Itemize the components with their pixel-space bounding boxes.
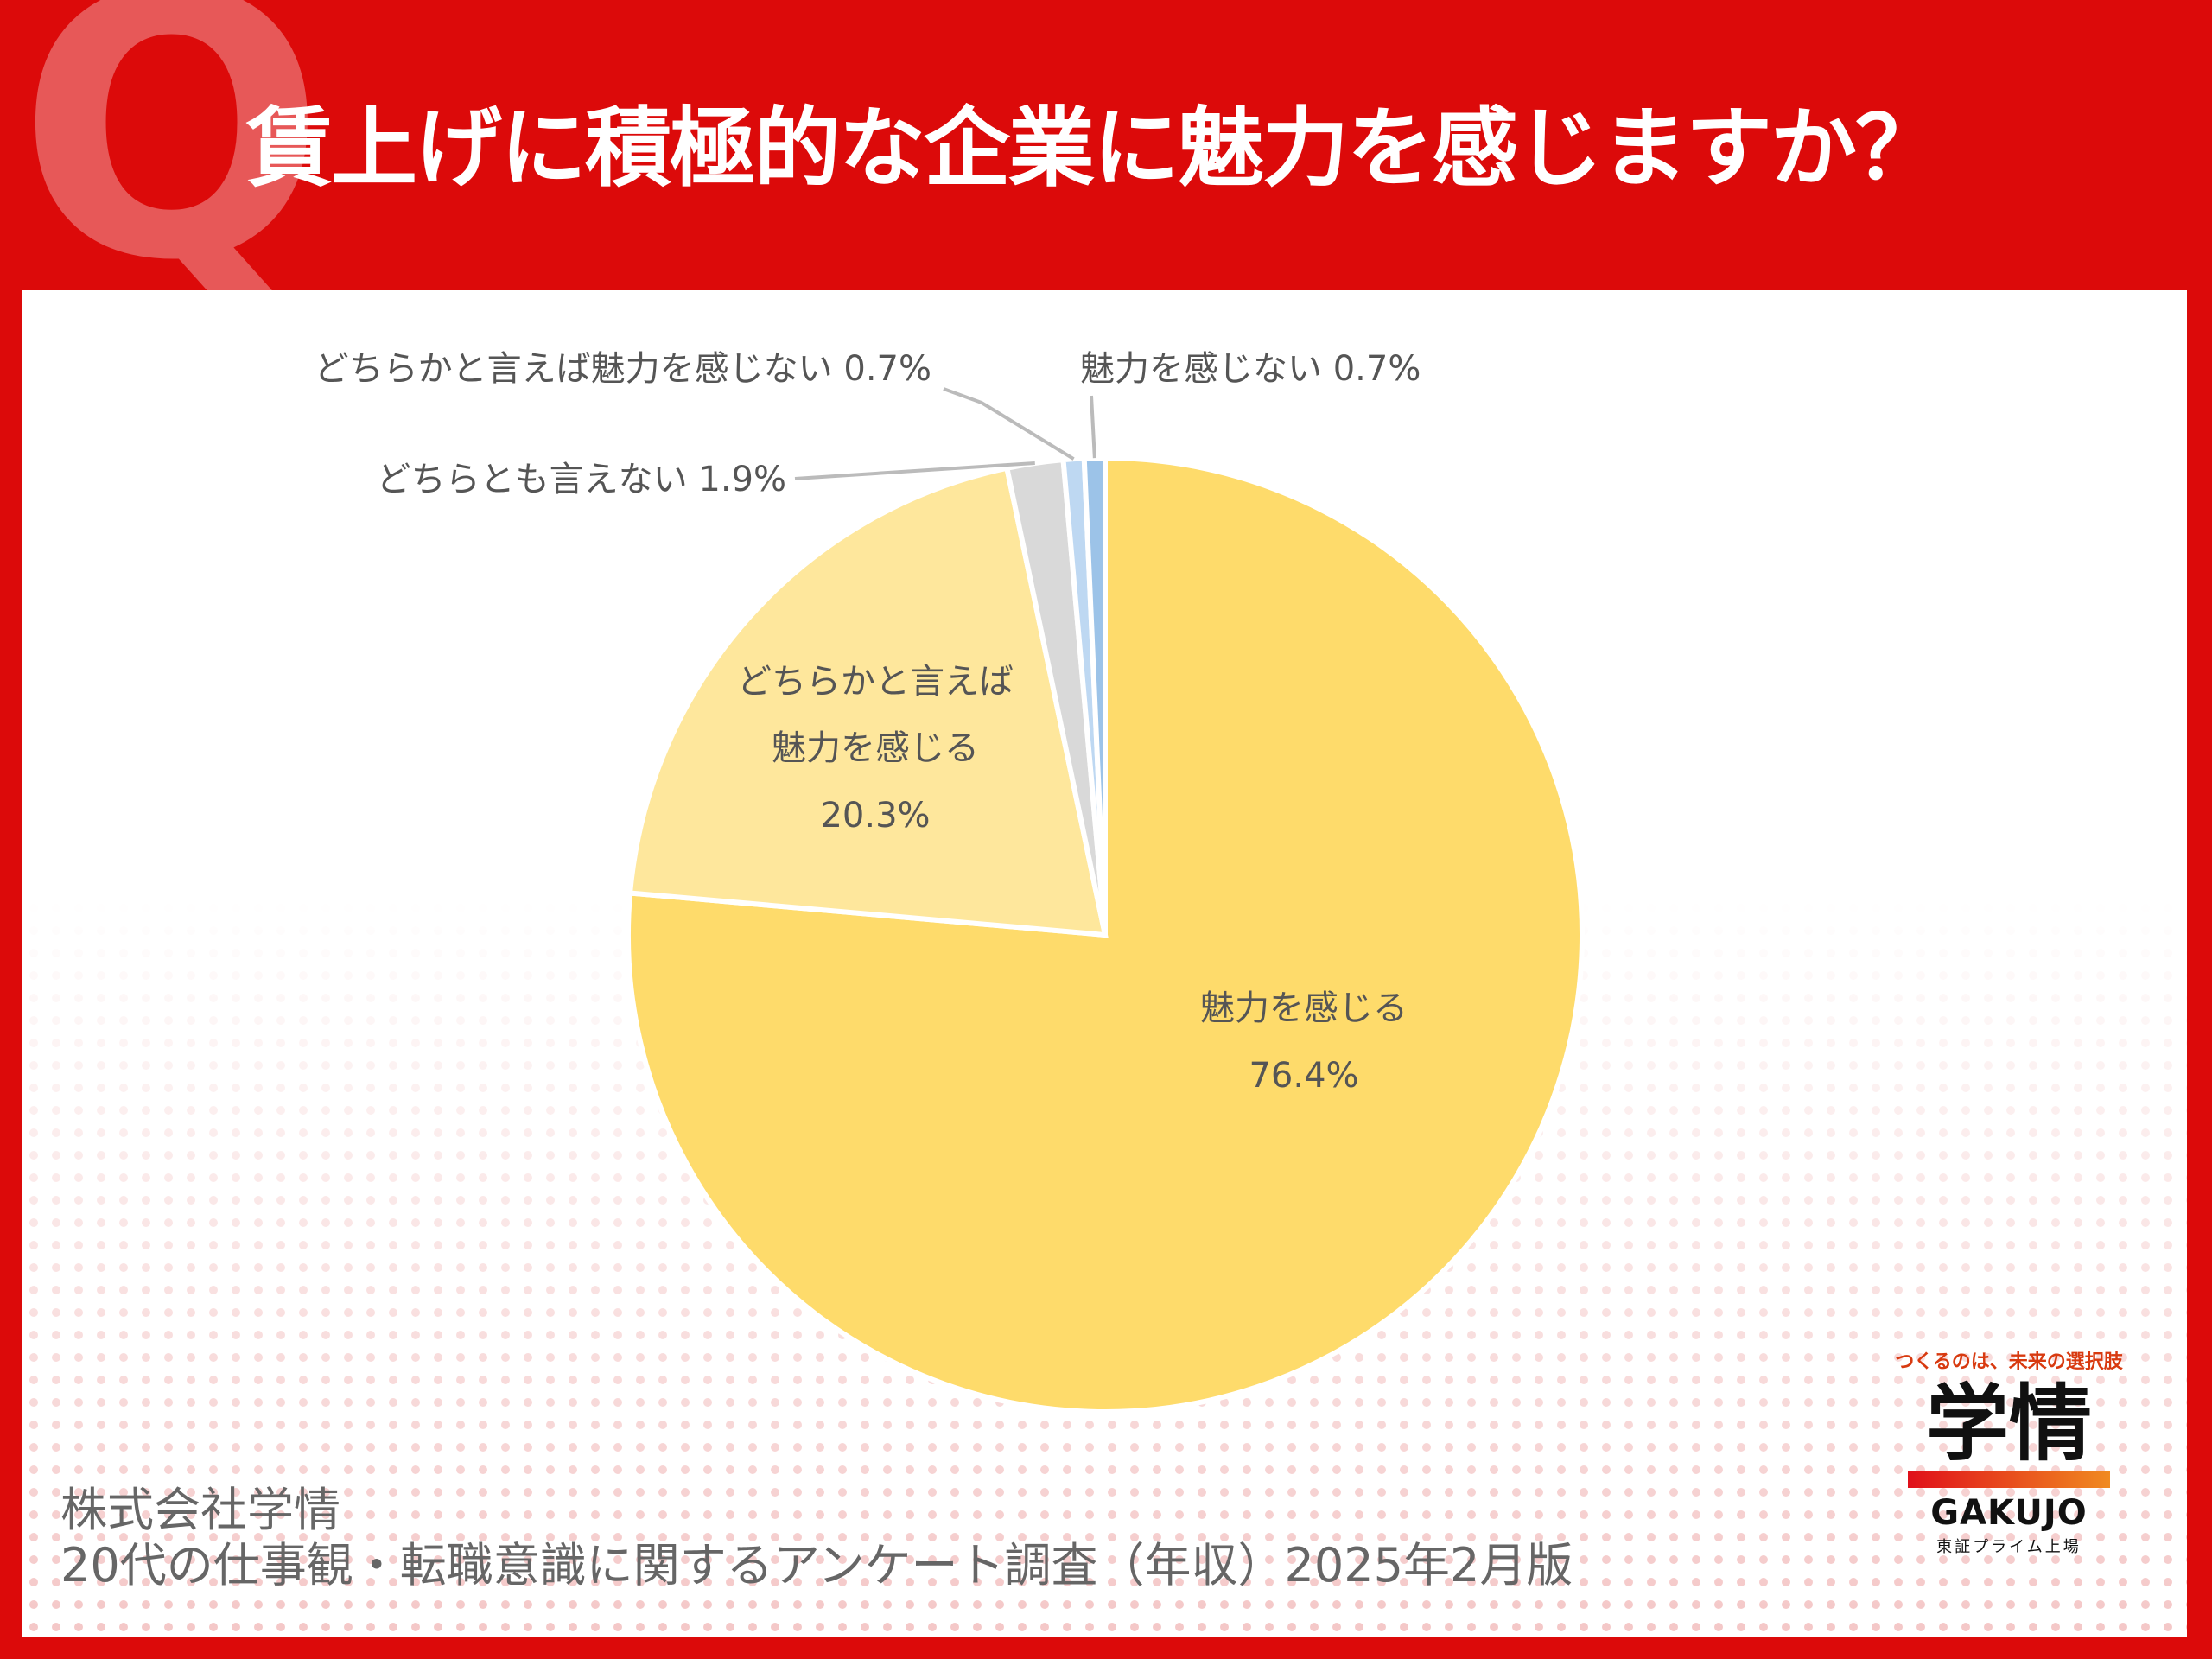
logo-name: 学情 (1926, 1376, 2092, 1472)
slice-label-1: 魅力を感じる (1200, 988, 1408, 1028)
slice-value-1: 76.4% (1249, 1056, 1358, 1096)
source-company: 株式会社学情 (60, 1483, 340, 1537)
slice-label-5: 魅力を感じない 0.7% (1080, 349, 1421, 389)
q-mark: Q (17, 0, 327, 340)
pie-slice-5 (1081, 454, 1108, 936)
slice-label-3: どちらとも言えない 1.9% (377, 460, 786, 499)
logo-tagline: つくるのは、未来の選択肢 (1895, 1351, 2123, 1373)
slice-label-2a: どちらかと言えば (737, 662, 1014, 702)
logo-sub: 東証プライム上場 (1936, 1537, 2082, 1556)
logo-bar (1908, 1470, 2110, 1488)
pie-chart: 魅力を感じる76.4%どちらかと言えば魅力を感じる20.3%どちらとも言えない … (315, 349, 1585, 1414)
pie-slice-2 (626, 465, 1109, 938)
slice-value-2: 20.3% (820, 796, 930, 836)
leader-line-3 (794, 461, 1035, 480)
slice-label-4: どちらかと言えば魅力を感じない 0.7% (315, 349, 931, 389)
slice-label-2b: 魅力を感じる (772, 728, 979, 768)
source-note: 株式会社学情 20代の仕事観・転職意識に関するアンケート調査（年収）2025年2… (60, 1483, 1573, 1593)
source-survey: 20代の仕事観・転職意識に関するアンケート調査（年収）2025年2月版 (60, 1538, 1573, 1592)
logo-name-en: GAKUJO (1930, 1492, 2088, 1533)
company-logo: つくるのは、未来の選択肢 学情 GAKUJO 東証プライム上場 (1892, 1346, 2126, 1557)
leader-line-5 (1090, 395, 1096, 459)
page-title: 賃上げに積極的な企業に魅力を感じますか？ (246, 98, 1942, 199)
leader-line-4 (943, 387, 1075, 461)
chart-panel: 魅力を感じる 76.4% どちらかと言えば 魅力を感じる 20.3% どちらとも言えない … (22, 290, 2187, 1637)
